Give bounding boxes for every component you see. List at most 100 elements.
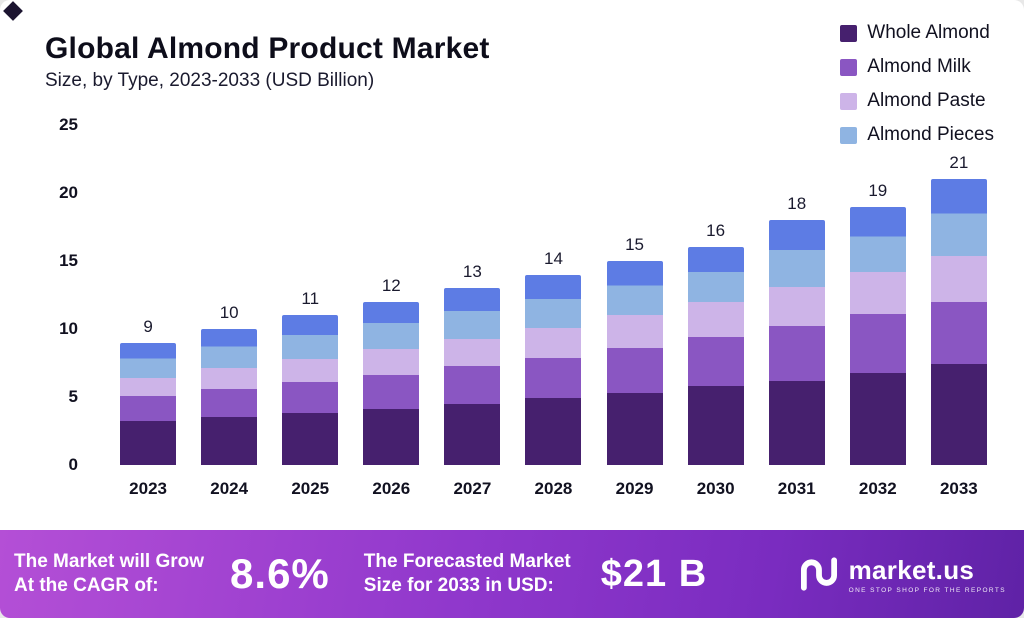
bar-value-label: 18 [787, 194, 807, 214]
bar-segment-almond-paste [606, 315, 663, 349]
x-axis-label: 2030 [696, 479, 735, 498]
bar-segment-almond-pieces [120, 342, 177, 378]
bar-segment-almond-milk [201, 388, 258, 418]
bar-group-2031: 18 2031 [768, 125, 825, 498]
bar-2023[interactable] [120, 342, 177, 465]
legend-label: Almond Pieces [867, 124, 994, 145]
marketus-logo-icon [800, 557, 837, 591]
bar-segment-almond-paste [687, 301, 744, 338]
bar-segment-almond-pieces [687, 247, 744, 302]
bar-segment-almond-paste [444, 338, 501, 366]
bar-2029[interactable] [606, 261, 663, 465]
x-axis-label: 2026 [372, 479, 411, 498]
bar-segment-almond-pieces [282, 315, 339, 359]
bar-segment-almond-milk [525, 357, 582, 399]
y-tick-label: 25 [59, 115, 78, 134]
bar-segment-almond-milk [768, 326, 825, 381]
bar-segment-almond-milk [444, 365, 501, 404]
x-axis-label: 2024 [210, 479, 249, 498]
plot-area: 9 2023 10 2024 11 2025 12 2026 13 2027 14 2028 15 202… [95, 125, 1012, 498]
bar-segment-almond-paste [849, 271, 906, 315]
x-axis-label: 2023 [129, 479, 167, 498]
bar-2027[interactable] [444, 288, 501, 465]
forecast-label: The Forecasted Market Size for 2033 in U… [363, 551, 571, 596]
bar-value-label: 21 [949, 153, 969, 173]
bar-value-label: 13 [462, 262, 482, 282]
bar-value-label: 19 [868, 180, 888, 200]
y-tick-label: 10 [59, 319, 78, 338]
bar-group-2032: 19 2032 [849, 125, 906, 498]
y-tick-label: 15 [59, 251, 78, 270]
x-axis-label: 2029 [615, 479, 654, 498]
x-axis-label: 2032 [858, 479, 897, 498]
bar-group-2027: 13 2027 [444, 125, 501, 498]
bar-segment-almond-milk [282, 382, 339, 414]
brand-lockup[interactable]: market.us One Stop Shop For The Reports [797, 552, 1006, 596]
bar-2033[interactable] [930, 179, 987, 465]
chart-header: Global Almond Product Market Size, by Ty… [45, 32, 490, 92]
y-tick-label: 0 [68, 455, 78, 474]
legend-swatch [840, 58, 858, 76]
legend-label: Almond Milk [867, 56, 971, 77]
bar-group-2029: 15 2029 [606, 125, 663, 498]
bar-segment-whole-almond [282, 413, 339, 465]
bar-2030[interactable] [687, 247, 744, 465]
cagr-label: The Market will Grow At the CAGR of: [14, 551, 205, 596]
legend-item: Whole Almond [840, 22, 994, 44]
bar-segment-whole-almond [687, 386, 744, 465]
bar-value-label: 14 [544, 248, 563, 268]
x-axis-label: 2027 [453, 479, 492, 498]
brand-text-block: market.us One Stop Shop For The Reports [849, 555, 1006, 594]
legend-item: Almond Paste [840, 90, 994, 112]
bar-2024[interactable] [201, 329, 258, 465]
bar-segment-whole-almond [849, 372, 906, 465]
brand-tagline: One Stop Shop For The Reports [848, 586, 1006, 594]
x-axis-label: 2025 [291, 479, 330, 498]
bar-2032[interactable] [849, 206, 906, 465]
legend-swatch [840, 92, 858, 110]
bar-2031[interactable] [768, 220, 825, 465]
bar-segment-almond-milk [930, 301, 987, 365]
bar-group-2028: 14 2028 [525, 125, 582, 498]
legend-item: Almond Pieces [840, 124, 994, 146]
bar-segment-whole-almond [444, 403, 501, 465]
bar-segment-whole-almond [930, 364, 987, 465]
bar-segment-almond-pieces [930, 179, 987, 256]
bar-segment-almond-paste [363, 349, 420, 376]
bar-segment-whole-almond [525, 398, 582, 465]
corner-decoration [3, 1, 23, 21]
bar-segment-almond-milk [606, 348, 663, 393]
bar-group-2025: 11 2025 [282, 125, 339, 498]
bar-segment-almond-milk [687, 337, 744, 387]
bar-segment-almond-paste [768, 286, 825, 327]
bar-segment-whole-almond [606, 392, 663, 465]
bar-group-2024: 10 2024 [201, 125, 258, 498]
y-axis: 0 5 10 15 20 25 [40, 115, 78, 474]
bar-2028[interactable] [525, 274, 582, 465]
legend-swatch [840, 24, 858, 42]
bar-segment-almond-paste [525, 327, 582, 358]
bar-2025[interactable] [282, 315, 339, 465]
bar-segment-whole-almond [201, 417, 258, 465]
legend-swatch [840, 126, 858, 144]
bar-2026[interactable] [363, 301, 420, 465]
bar-segment-almond-pieces [363, 301, 420, 350]
legend-item: Almond Milk [840, 56, 994, 78]
bar-value-label: 12 [381, 275, 401, 295]
bar-group-2026: 12 2026 [363, 125, 420, 498]
bar-value-label: 11 [301, 289, 320, 309]
bar-segment-almond-pieces [444, 288, 501, 339]
y-tick-label: 5 [68, 387, 78, 406]
footer-banner: The Market will Grow At the CAGR of: 8.6… [0, 530, 1024, 618]
bar-segment-almond-milk [120, 395, 177, 422]
bar-value-label: 10 [219, 303, 239, 323]
bar-segment-almond-milk [849, 314, 906, 373]
bar-segment-almond-milk [363, 375, 420, 410]
bar-segment-almond-paste [120, 377, 177, 396]
x-axis-label: 2031 [777, 479, 816, 498]
chart-legend: Whole Almond Almond Milk Almond Paste Almon… [840, 22, 994, 146]
bar-group-2033: 21 2033 [930, 125, 987, 498]
x-axis-label: 2028 [534, 479, 573, 498]
bar-segment-almond-pieces [525, 274, 582, 328]
